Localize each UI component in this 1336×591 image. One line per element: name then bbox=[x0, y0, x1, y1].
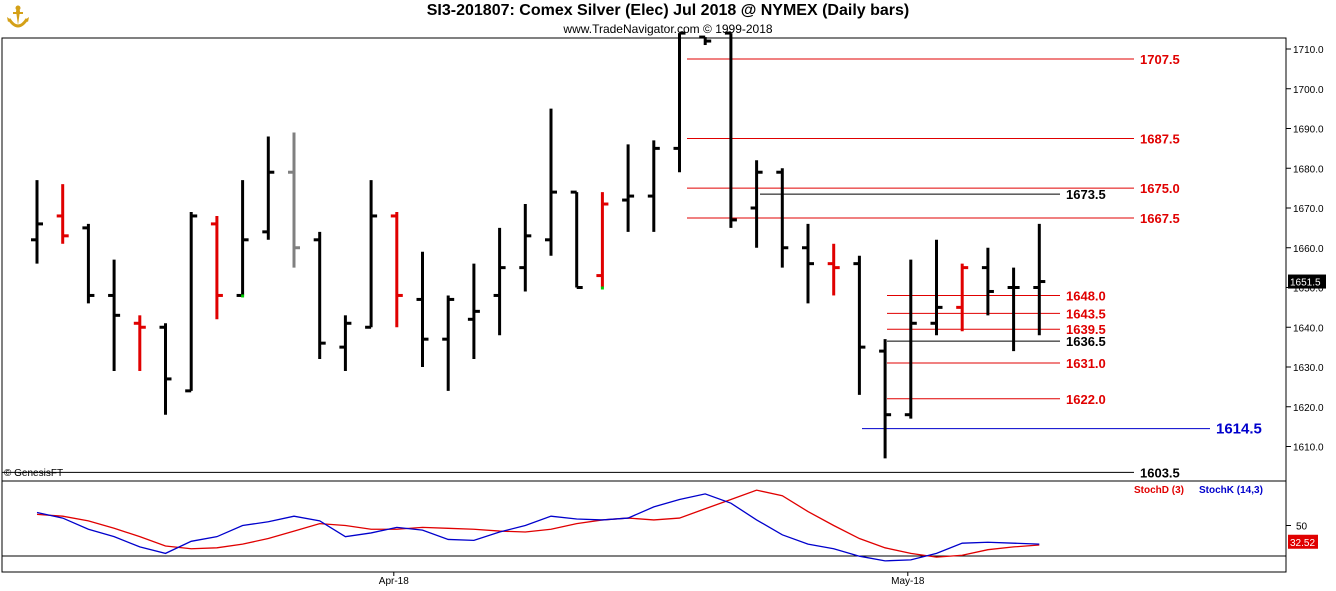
ohlc-bar bbox=[750, 160, 763, 248]
price-tick-label: 1610.0 bbox=[1293, 443, 1324, 454]
price-tick-label: 1710.0 bbox=[1293, 45, 1324, 56]
level-label: 1614.5 bbox=[1216, 421, 1262, 438]
ohlc-bar bbox=[133, 315, 146, 371]
ohlc-bar bbox=[827, 243, 840, 296]
price-tick-label: 1620.0 bbox=[1293, 403, 1324, 414]
date-tick-label: Apr-18 bbox=[379, 576, 409, 587]
stoch-last-box bbox=[1288, 534, 1318, 549]
price-pane-border bbox=[1, 37, 1287, 482]
ohlc-bar bbox=[930, 239, 943, 336]
ohlc-bar bbox=[1033, 223, 1046, 336]
price-tick-label: 1680.0 bbox=[1293, 164, 1324, 175]
trade-navigator-logo-icon bbox=[3, 3, 33, 33]
level-label: 1648.0 bbox=[1066, 288, 1106, 303]
stoch-tick-label: 50 bbox=[1296, 522, 1308, 533]
ohlc-bar bbox=[313, 231, 326, 360]
support-resistance-levels: 1707.5 1687.5 1675.0 1673.5 1667.5 1648.0 1643… bbox=[2, 52, 1262, 480]
price-tick-label: 1690.0 bbox=[1293, 125, 1324, 136]
stoch-d-line bbox=[36, 489, 1040, 558]
price-axis: 1610.0 1620.0 1630.0 1640.0 1650.0 1660.0 1670… bbox=[1286, 45, 1326, 454]
ohlc-bar bbox=[467, 263, 480, 360]
ohlc-bar bbox=[673, 31, 686, 173]
price-tick-label: 1650.0 bbox=[1293, 284, 1324, 295]
stoch-last-label: 32.52 bbox=[1290, 538, 1315, 549]
price-tick-label: 1630.0 bbox=[1293, 363, 1324, 374]
stoch-d-legend: StochD (3) bbox=[1134, 485, 1184, 496]
ohlc-bar bbox=[493, 227, 506, 336]
level-label: 1707.5 bbox=[1140, 52, 1180, 67]
level-label: 1667.5 bbox=[1140, 211, 1180, 226]
level-label: 1675.0 bbox=[1140, 181, 1180, 196]
ohlc-bar bbox=[956, 263, 969, 332]
copyright-label: © GenesisFT bbox=[4, 468, 64, 479]
ohlc-bar bbox=[596, 192, 609, 290]
stochastic-panel: 50 StochD (3) StochK (14,3) 32.52 bbox=[2, 485, 1318, 562]
ohlc-bar bbox=[31, 180, 43, 264]
ohlc-bar bbox=[904, 259, 917, 419]
ohlc-bar bbox=[570, 190, 583, 289]
ohlc-bar bbox=[365, 180, 378, 329]
ohlc-bar bbox=[390, 211, 403, 328]
ohlc-bar bbox=[108, 259, 121, 371]
ohlc-bar bbox=[210, 215, 223, 320]
ohlc-bar bbox=[185, 211, 198, 393]
ohlc-bar bbox=[339, 315, 352, 371]
ohlc-bar bbox=[1007, 267, 1020, 352]
price-tick-label: 1640.0 bbox=[1293, 323, 1324, 334]
ohlc-bar bbox=[519, 204, 532, 292]
ohlc-bar bbox=[981, 247, 994, 316]
price-bars bbox=[31, 31, 1046, 459]
ohlc-bar bbox=[545, 108, 557, 256]
ohlc-bar bbox=[622, 144, 635, 232]
price-tick-label: 1660.0 bbox=[1293, 244, 1324, 255]
ohlc-bar bbox=[236, 180, 249, 298]
date-axis: Apr-18 May-18 bbox=[379, 572, 925, 587]
level-label: 1673.5 bbox=[1066, 187, 1106, 202]
chart-title: SI3-201807: Comex Silver (Elec) Jul 2018… bbox=[426, 2, 910, 19]
last-price-label: 1651.5 bbox=[1290, 278, 1321, 289]
stochastic-pane-border bbox=[1, 480, 1287, 573]
stoch-k-legend: StochK (14,3) bbox=[1199, 485, 1263, 496]
level-label: 1603.5 bbox=[1140, 465, 1180, 480]
ohlc-bar bbox=[56, 184, 69, 244]
level-label: 1631.0 bbox=[1066, 356, 1106, 371]
level-label: 1687.5 bbox=[1140, 131, 1180, 146]
signal-dot bbox=[241, 294, 245, 298]
ohlc-bar bbox=[853, 255, 866, 395]
chart-frame bbox=[1, 37, 1287, 573]
signal-dot bbox=[600, 286, 604, 290]
ohlc-bar bbox=[699, 35, 712, 46]
level-label: 1643.5 bbox=[1066, 306, 1106, 321]
ohlc-bar bbox=[647, 140, 660, 232]
date-tick-label: May-18 bbox=[891, 576, 925, 587]
ohlc-bar bbox=[262, 136, 275, 240]
ohlc-bar bbox=[802, 223, 814, 304]
price-tick-label: 1700.0 bbox=[1293, 85, 1324, 96]
price-tick-label: 1670.0 bbox=[1293, 204, 1324, 215]
ohlc-bar bbox=[82, 223, 95, 304]
chart-subtitle: www.TradeNavigator.com © 1999-2018 bbox=[563, 22, 773, 36]
level-label: 1639.5 bbox=[1066, 322, 1106, 337]
ohlc-bar bbox=[879, 339, 892, 459]
level-label: 1636.5 bbox=[1066, 334, 1106, 349]
ohlc-bar bbox=[724, 31, 737, 228]
ohlc-bar bbox=[159, 323, 172, 415]
last-price-box bbox=[1288, 274, 1326, 289]
level-label: 1622.0 bbox=[1066, 392, 1106, 407]
ohlc-bar bbox=[776, 168, 789, 268]
ohlc-bar bbox=[442, 295, 455, 391]
stoch-k-line bbox=[36, 493, 1040, 562]
ohlc-bar bbox=[416, 251, 429, 367]
ohlc-bar bbox=[288, 132, 300, 268]
